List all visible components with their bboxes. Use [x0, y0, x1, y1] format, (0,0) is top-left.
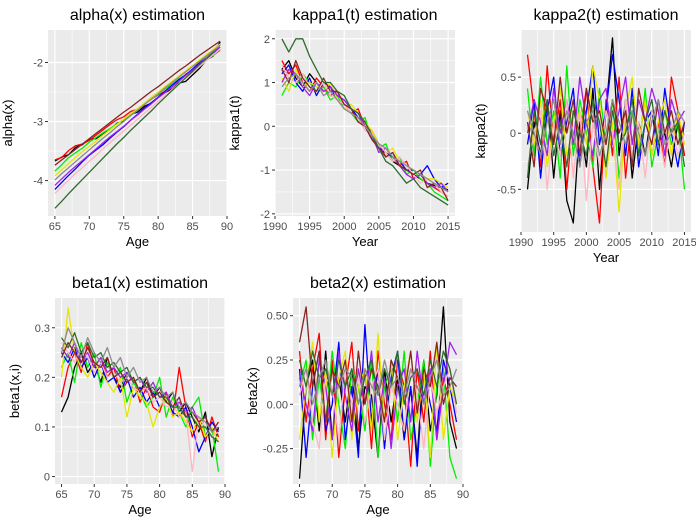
x-tick-label: 70 — [88, 489, 100, 501]
series-line — [298, 332, 458, 467]
series-line — [526, 98, 686, 202]
panel-alpha: 65 70 75 80 85 90 -4 -3 -2 alpha(x) estimation Age… — [0, 7, 233, 249]
y-tick-label: -4 — [33, 176, 43, 188]
y-tick-label: 0 — [510, 128, 516, 140]
series-line — [60, 327, 219, 433]
x-axis-label: Year — [593, 250, 620, 265]
x-tick-label: 65 — [49, 221, 61, 233]
panel-kappa1: 1990 1995 2000 2005 2010 2015 -2 -1 0 1 2 kappa1(t)… — [227, 7, 460, 249]
y-tick-label: 1 — [264, 78, 270, 90]
chart-title: beta1(x) estimation — [72, 275, 208, 292]
y-tick-label: -1 — [260, 165, 270, 177]
y-tick-label: -0.5 — [497, 184, 516, 196]
y-tick-label: 0 — [44, 472, 50, 484]
series-line — [54, 48, 221, 195]
x-tick-label: 70 — [326, 489, 338, 501]
x-tick-label: 1990 — [509, 237, 533, 249]
chart-title: kappa2(t) estimation — [534, 7, 679, 24]
y-tick-label: 0.2 — [35, 372, 50, 384]
chart-title: kappa1(t) estimation — [293, 7, 438, 24]
x-tick-label: 1995 — [541, 237, 565, 249]
y-tick-label: -3 — [33, 117, 43, 129]
y-tick-label: -2 — [260, 209, 270, 221]
x-axis-label: Age — [366, 502, 389, 517]
y-tick-label: 0.00 — [267, 399, 288, 411]
x-tick-label: 2005 — [367, 221, 391, 233]
series-line — [298, 341, 458, 450]
panel-kappa2: 1990 1995 2000 2005 2010 2015 -0.5 0 0.5 kappa2(t… — [473, 7, 696, 265]
series-line — [60, 307, 220, 443]
x-tick-label: 75 — [121, 489, 133, 501]
panel-beta2: 65 70 75 80 85 90 -0.25 0.00 0.25 0.50 beta2(x) es… — [245, 275, 469, 517]
x-tick-label: 1995 — [297, 221, 321, 233]
series-line — [54, 46, 221, 186]
chart-title: beta2(x) estimation — [310, 275, 446, 292]
series-line — [54, 40, 221, 166]
x-tick-label: 2005 — [607, 237, 631, 249]
x-tick-label: 2015 — [436, 221, 460, 233]
x-tick-label: 90 — [457, 489, 469, 501]
x-tick-label: 90 — [221, 221, 233, 233]
x-tick-label: 90 — [219, 489, 231, 501]
x-tick-label: 80 — [391, 489, 403, 501]
series-line — [60, 332, 219, 443]
x-tick-label: 65 — [293, 489, 305, 501]
x-axis-label: Age — [126, 234, 149, 249]
x-tick-label: 85 — [186, 489, 198, 501]
x-tick-label: 85 — [186, 221, 198, 233]
x-tick-label: 75 — [118, 221, 130, 233]
x-tick-label: 85 — [424, 489, 436, 501]
y-axis-label: kappa1(t) — [227, 96, 242, 151]
y-tick-label: 0.5 — [501, 72, 516, 84]
panel-beta1: 65 70 75 80 85 90 0 0.1 0.2 0.3 beta1(x) estimatio… — [7, 275, 231, 517]
series-line — [298, 359, 458, 405]
y-tick-label: 0.1 — [35, 422, 50, 434]
x-axis-label: Year — [352, 234, 379, 249]
x-tick-label: 2000 — [574, 237, 598, 249]
series-line — [54, 44, 221, 181]
x-tick-label: 2000 — [332, 221, 356, 233]
chart-title: alpha(x) estimation — [70, 7, 205, 24]
x-tick-label: 70 — [83, 221, 95, 233]
y-tick-label: -2 — [33, 57, 43, 69]
x-tick-label: 2010 — [640, 237, 664, 249]
y-tick-label: 2 — [264, 34, 270, 46]
series-line — [526, 76, 686, 157]
series-line — [526, 98, 686, 179]
y-axis-label: beta1(x,i) — [7, 364, 22, 418]
y-axis-label: kappa2(t) — [473, 104, 488, 159]
series-line — [298, 306, 458, 423]
x-tick-label: 80 — [152, 221, 164, 233]
series-line — [54, 44, 221, 209]
x-axis-label: Age — [128, 502, 151, 517]
y-tick-label: -0.25 — [263, 444, 288, 456]
series-line — [54, 43, 221, 177]
series-line — [526, 98, 686, 168]
x-tick-label: 2015 — [672, 237, 696, 249]
series-line — [281, 73, 449, 193]
y-tick-label: 0 — [264, 121, 270, 133]
y-axis-label: alpha(x) — [0, 100, 15, 147]
x-tick-label: 1990 — [263, 221, 287, 233]
series-line — [281, 38, 449, 206]
x-tick-label: 2010 — [401, 221, 425, 233]
y-axis-label: beta2(x) — [245, 367, 260, 415]
x-tick-label: 80 — [153, 489, 165, 501]
x-tick-label: 65 — [55, 489, 67, 501]
y-tick-label: 0.3 — [35, 323, 50, 335]
y-tick-label: 0.50 — [267, 311, 288, 323]
x-tick-label: 75 — [359, 489, 371, 501]
y-tick-label: 0.25 — [267, 355, 288, 367]
